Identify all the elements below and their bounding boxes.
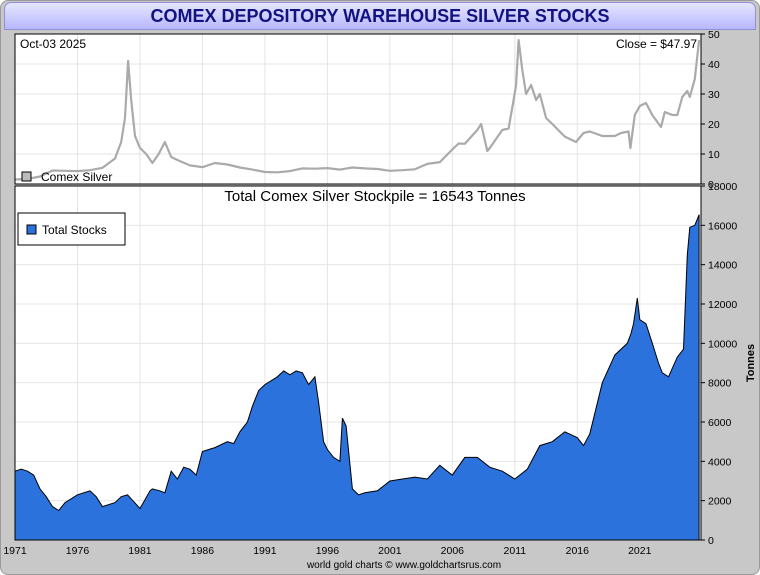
price-panel-border [14, 33, 702, 185]
x-axis-ticks: 1971 1976 1981 1986 1991 1996 2001 2006 2011 2016… [3, 545, 651, 557]
price-date-label: Oct-03 2025 [20, 37, 86, 51]
x-tick-1971: 1971 [3, 545, 27, 557]
stocks-y-tick-12000: 12000 [708, 299, 737, 311]
stocks-y-tick-0: 0 [708, 535, 714, 547]
stocks-y-tick-14000: 14000 [708, 260, 737, 272]
chart-title: COMEX DEPOSITORY WAREHOUSE SILVER STOCKS [4, 2, 756, 30]
stocks-y-ticks: 0 2000 4000 6000 8000 10000 12000 14000 16000 180… [701, 181, 737, 547]
stocks-y-tick-18000: 18000 [708, 181, 737, 193]
x-tick-1991: 1991 [253, 545, 277, 557]
x-tick-1996: 1996 [316, 545, 340, 557]
x-tick-2011: 2011 [504, 545, 527, 557]
stocks-y-tick-4000: 4000 [708, 456, 732, 468]
stocks-y-tick-16000: 16000 [708, 220, 737, 232]
x-tick-1986: 1986 [191, 545, 215, 557]
x-tick-2016: 2016 [566, 545, 590, 557]
price-y-tick-30: 30 [708, 89, 720, 101]
stocks-y-tick-2000: 2000 [708, 496, 732, 508]
stocks-panel-border [14, 185, 702, 541]
stocks-y-axis-label: Tonnes [745, 344, 757, 382]
price-y-tick-50: 50 [708, 29, 720, 41]
stocks-chart-title: Total Comex Silver Stockpile = 16543 Ton… [224, 188, 525, 205]
stocks-y-tick-8000: 8000 [708, 378, 732, 390]
stocks-y-tick-10000: 10000 [708, 338, 737, 350]
x-tick-2001: 2001 [378, 545, 402, 557]
x-tick-2021: 2021 [628, 545, 652, 557]
price-y-tick-40: 40 [708, 59, 720, 71]
price-legend-label: Comex Silver [41, 170, 112, 184]
x-tick-1976: 1976 [66, 545, 90, 557]
stocks-y-tick-6000: 6000 [708, 417, 732, 429]
stocks-legend-swatch [26, 224, 37, 235]
price-y-ticks: 0 10 20 30 40 50 [701, 29, 720, 191]
x-tick-2006: 2006 [441, 545, 465, 557]
price-close-label: Close = $47.97 [616, 37, 697, 51]
price-panel [14, 33, 702, 185]
footer-credit: world gold charts © www.goldchartsrus.co… [306, 560, 501, 571]
stocks-gridlines [14, 185, 701, 541]
silver-price-line [14, 38, 701, 181]
price-y-tick-20: 20 [708, 119, 720, 131]
price-y-tick-10: 10 [708, 149, 720, 161]
price-legend-swatch [21, 171, 32, 182]
x-tick-1981: 1981 [128, 545, 152, 557]
price-y-tick-0: 0 [708, 179, 714, 191]
stocks-area-series [14, 214, 700, 541]
stocks-legend-label: Total Stocks [42, 223, 107, 237]
